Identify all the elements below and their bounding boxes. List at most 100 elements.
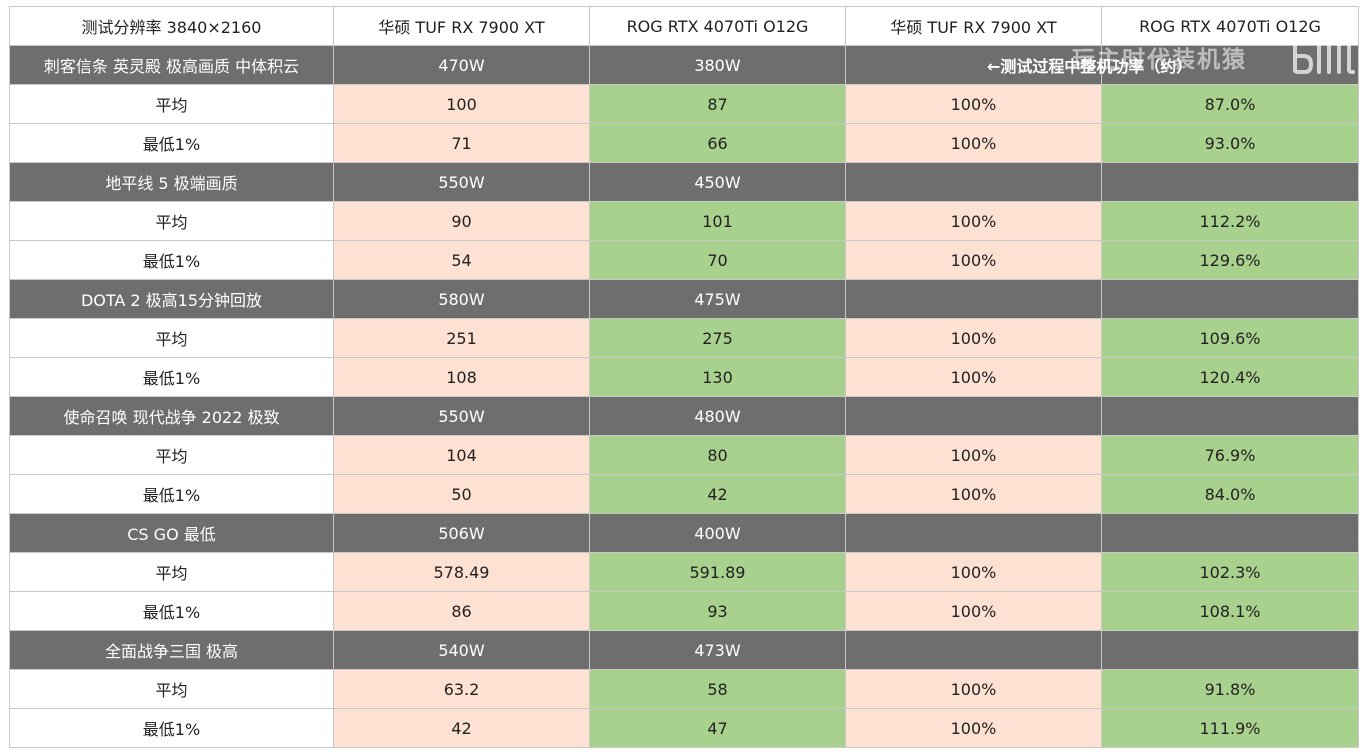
fps-nvidia: 87 — [589, 84, 846, 124]
power-nvidia: 473W — [589, 630, 846, 670]
fps-amd: 63.2 — [333, 669, 590, 709]
percent-amd: 100% — [845, 708, 1102, 748]
empty-cell — [1101, 396, 1359, 436]
metric-label: 最低1% — [9, 240, 334, 280]
power-nvidia: 400W — [589, 513, 846, 553]
empty-cell — [845, 513, 1102, 553]
percent-amd: 100% — [845, 474, 1102, 514]
metric-label: 平均 — [9, 435, 334, 475]
fps-nvidia: 66 — [589, 123, 846, 163]
table-row: 平均 100 87 100% 87.0% — [9, 84, 1359, 124]
game-section-row: DOTA 2 极高15分钟回放 580W 475W — [9, 279, 1359, 319]
game-name: 刺客信条 英灵殿 极高画质 中体积云 — [9, 45, 334, 85]
table-row: 最低1% 108 130 100% 120.4% — [9, 357, 1359, 397]
empty-cell — [845, 162, 1102, 202]
header-nvidia-card: ROG RTX 4070Ti O12G — [589, 6, 846, 46]
header-amd-card-percent: 华硕 TUF RX 7900 XT — [845, 6, 1102, 46]
percent-nvidia: 129.6% — [1101, 240, 1359, 280]
fps-nvidia: 80 — [589, 435, 846, 475]
fps-nvidia: 42 — [589, 474, 846, 514]
header-amd-card: 华硕 TUF RX 7900 XT — [333, 6, 590, 46]
fps-amd: 108 — [333, 357, 590, 397]
fps-nvidia: 101 — [589, 201, 846, 241]
game-name: 使命召唤 现代战争 2022 极致 — [9, 396, 334, 436]
empty-cell — [845, 279, 1102, 319]
header-resolution: 测试分辨率 3840×2160 — [9, 6, 334, 46]
table-row: 最低1% 54 70 100% 129.6% — [9, 240, 1359, 280]
power-nvidia: 450W — [589, 162, 846, 202]
empty-cell — [1101, 513, 1359, 553]
metric-label: 最低1% — [9, 357, 334, 397]
table-row: 平均 63.2 58 100% 91.8% — [9, 669, 1359, 709]
percent-nvidia: 76.9% — [1101, 435, 1359, 475]
power-nvidia: 475W — [589, 279, 846, 319]
game-name: 全面战争三国 极高 — [9, 630, 334, 670]
empty-cell — [845, 396, 1102, 436]
game-section-row: CS GO 最低 506W 400W — [9, 513, 1359, 553]
percent-nvidia: 112.2% — [1101, 201, 1359, 241]
fps-amd: 71 — [333, 123, 590, 163]
empty-cell — [1101, 162, 1359, 202]
percent-nvidia: 91.8% — [1101, 669, 1359, 709]
empty-cell — [1101, 45, 1359, 85]
fps-amd: 100 — [333, 84, 590, 124]
percent-nvidia: 102.3% — [1101, 552, 1359, 592]
fps-amd: 90 — [333, 201, 590, 241]
metric-label: 平均 — [9, 552, 334, 592]
power-amd: 550W — [333, 162, 590, 202]
fps-nvidia: 93 — [589, 591, 846, 631]
fps-nvidia: 275 — [589, 318, 846, 358]
percent-amd: 100% — [845, 240, 1102, 280]
metric-label: 平均 — [9, 669, 334, 709]
fps-nvidia: 47 — [589, 708, 846, 748]
table-row: 平均 251 275 100% 109.6% — [9, 318, 1359, 358]
percent-amd: 100% — [845, 357, 1102, 397]
fps-amd: 104 — [333, 435, 590, 475]
power-nvidia: 380W — [589, 45, 846, 85]
empty-cell — [845, 630, 1102, 670]
fps-nvidia: 130 — [589, 357, 846, 397]
table-row: 平均 578.49 591.89 100% 102.3% — [9, 552, 1359, 592]
fps-amd: 86 — [333, 591, 590, 631]
game-section-row: 全面战争三国 极高 540W 473W — [9, 630, 1359, 670]
percent-nvidia: 120.4% — [1101, 357, 1359, 397]
power-amd: 550W — [333, 396, 590, 436]
percent-amd: 100% — [845, 84, 1102, 124]
watermark-text: 玩主时代装机猿 — [1072, 47, 1247, 73]
power-amd: 506W — [333, 513, 590, 553]
percent-nvidia: 93.0% — [1101, 123, 1359, 163]
percent-amd: 100% — [845, 201, 1102, 241]
percent-nvidia: 87.0% — [1101, 84, 1359, 124]
game-name: DOTA 2 极高15分钟回放 — [9, 279, 334, 319]
percent-amd: 100% — [845, 435, 1102, 475]
metric-label: 平均 — [9, 84, 334, 124]
game-section-row: 刺客信条 英灵殿 极高画质 中体积云 470W 380W — [9, 45, 1359, 85]
percent-amd: 100% — [845, 669, 1102, 709]
fps-amd: 54 — [333, 240, 590, 280]
fps-nvidia: 591.89 — [589, 552, 846, 592]
percent-nvidia: 84.0% — [1101, 474, 1359, 514]
table-body: 刺客信条 英灵殿 极高画质 中体积云 470W 380W 平均 100 87 100% 87.… — [9, 45, 1359, 748]
metric-label: 最低1% — [9, 123, 334, 163]
table-row: 最低1% 50 42 100% 84.0% — [9, 474, 1359, 514]
fps-nvidia: 70 — [589, 240, 846, 280]
power-amd: 470W — [333, 45, 590, 85]
power-amd: 540W — [333, 630, 590, 670]
table-row: 平均 90 101 100% 112.2% — [9, 201, 1359, 241]
table-row: 最低1% 86 93 100% 108.1% — [9, 591, 1359, 631]
empty-cell — [845, 45, 1102, 85]
power-amd: 580W — [333, 279, 590, 319]
power-note: ←测试过程中整机功率（约） — [987, 57, 1193, 76]
percent-amd: 100% — [845, 318, 1102, 358]
metric-label: 平均 — [9, 318, 334, 358]
fps-amd: 578.49 — [333, 552, 590, 592]
percent-nvidia: 108.1% — [1101, 591, 1359, 631]
game-name: 地平线 5 极端画质 — [9, 162, 334, 202]
fps-amd: 251 — [333, 318, 590, 358]
metric-label: 平均 — [9, 201, 334, 241]
table-row: 最低1% 42 47 100% 111.9% — [9, 708, 1359, 748]
benchmark-table: 测试分辨率 3840×2160 华硕 TUF RX 7900 XT ROG RT… — [9, 6, 1359, 748]
percent-amd: 100% — [845, 123, 1102, 163]
power-nvidia: 480W — [589, 396, 846, 436]
